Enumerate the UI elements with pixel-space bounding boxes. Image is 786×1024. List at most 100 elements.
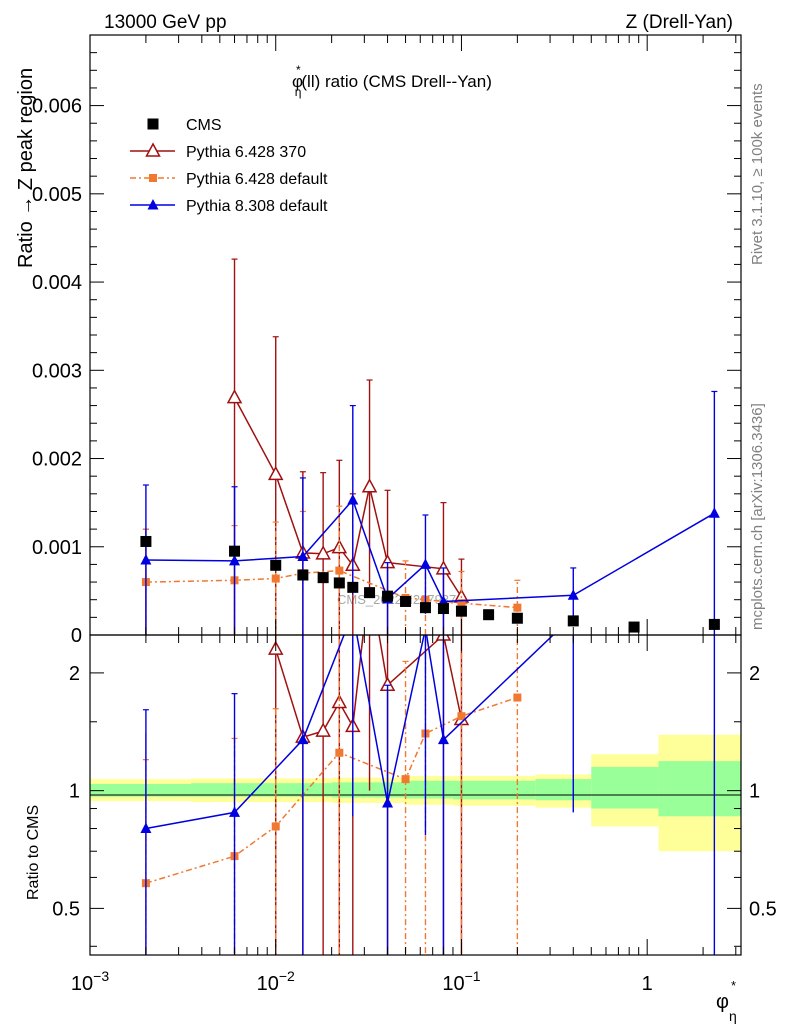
band-inner-4 xyxy=(452,780,536,800)
legend-marker-py8_default xyxy=(147,199,159,210)
top-ylabel: Ratio → Z peak region xyxy=(15,68,37,268)
ratio-point-py8_default-2 xyxy=(297,733,309,745)
legend-marker-cms xyxy=(147,118,159,130)
cms-point-16 xyxy=(628,621,640,633)
y-tick-label-top: 0.003 xyxy=(32,360,82,382)
mc-line-py6_default xyxy=(145,569,518,609)
title-star: * xyxy=(296,63,301,77)
y-tick-label-top: 0.001 xyxy=(32,537,82,559)
ratio-point-py8_default-4 xyxy=(382,796,394,808)
band-inner-3 xyxy=(405,780,453,799)
mc-point-py8_default-7 xyxy=(567,589,579,600)
mc-point-py8_default-8 xyxy=(708,507,720,518)
y-tick-label-bottom-right: 1 xyxy=(749,781,760,803)
cms-point-11 xyxy=(437,603,449,615)
x-tick-exponent: −2 xyxy=(279,968,295,984)
legend-label-py6_default: Pythia 6.428 default xyxy=(186,171,328,188)
mcplots-text: mcplots.cern.ch [arXiv:1306.3436] xyxy=(749,403,766,630)
ratio-point-py6_default-4 xyxy=(401,775,410,784)
xlabel-eta: η xyxy=(729,1008,737,1024)
mc-point-py6_default-2 xyxy=(271,574,280,583)
y-tick-label-bottom-left: 2 xyxy=(69,663,80,685)
y-tick-label-bottom-left: 1 xyxy=(69,781,80,803)
x-axis-label: φ* η xyxy=(716,978,737,1024)
xlabel-phi: φ xyxy=(716,991,729,1013)
x-tick-label: 10−1 xyxy=(442,968,480,995)
band-inner-7 xyxy=(658,761,741,817)
cms-point-2 xyxy=(270,559,282,571)
legend-label-py6_370: Pythia 6.428 370 xyxy=(186,144,306,161)
title-eta: η xyxy=(295,85,302,99)
axis-ticks xyxy=(89,35,741,955)
uncertainty-bands xyxy=(90,734,741,852)
band-inner-6 xyxy=(591,766,659,809)
x-tick-base: 10 xyxy=(257,973,279,995)
x-tick-base: 10 xyxy=(442,973,464,995)
ratio-line-py6_default xyxy=(145,696,518,884)
x-tick-label: 1 xyxy=(642,973,653,995)
cms-point-17 xyxy=(708,618,720,630)
cms-point-0 xyxy=(140,535,152,547)
ratio-py6_370 xyxy=(145,635,470,955)
band-inner-5 xyxy=(535,779,592,801)
legend-marker-py6_370 xyxy=(145,142,161,157)
cms-point-4 xyxy=(317,572,329,584)
mc-point-py6_370-3 xyxy=(315,545,331,560)
y-tick-label-bottom-left: 0.5 xyxy=(52,898,80,920)
ratio-point-py6_370-2 xyxy=(315,722,331,737)
cms-point-15 xyxy=(567,615,579,627)
ratio-point-py8_default-8 xyxy=(709,370,720,381)
y-tick-label-top: 0.002 xyxy=(32,449,82,471)
mc-point-py6_370-0 xyxy=(226,389,243,404)
y-tick-label-top: 0.004 xyxy=(32,272,82,294)
legend-label-py8_default: Pythia 8.308 default xyxy=(186,198,328,215)
top-panel-title: φ* η(ll) ratio (CMS Drell--Yan) xyxy=(292,63,492,99)
mc-point-py6_default-8 xyxy=(513,603,522,612)
cms-point-13 xyxy=(483,609,495,621)
mc-point-py6_370-1 xyxy=(267,465,284,481)
legend-marker-py6_default xyxy=(149,174,157,182)
ratio-point-py8_default-1 xyxy=(229,806,241,817)
cms-point-14 xyxy=(511,612,523,624)
cms-point-1 xyxy=(229,545,241,557)
title-rest: (ll) ratio (CMS Drell--Yan) xyxy=(301,72,491,91)
y-tick-label-top: 0.006 xyxy=(32,96,82,118)
rivet-version-text: Rivet 3.1.10, ≥ 100k events xyxy=(749,83,766,265)
mc-point-py8_default-2 xyxy=(297,550,309,561)
xlabel-star: * xyxy=(731,978,736,993)
cms-point-9 xyxy=(400,595,412,607)
cms-point-12 xyxy=(455,605,467,617)
band-inner-1 xyxy=(191,783,332,797)
mc-line-py6_370 xyxy=(233,397,463,598)
ratio-point-py6_370-3 xyxy=(331,693,348,709)
cms-point-3 xyxy=(297,569,309,581)
y-tick-label-top: 0.005 xyxy=(32,184,82,206)
title-phi: φ xyxy=(292,72,303,91)
bottom-ylabel: Ratio to CMS xyxy=(25,805,42,900)
legend: CMS Pythia 6.428 370 Pythia 6.428 default P… xyxy=(130,117,328,215)
mc-point-py6_default-4 xyxy=(335,566,344,575)
mc-series xyxy=(140,258,720,635)
ratio-point-py8_default-6 xyxy=(437,733,449,745)
y-tick-label-bottom-right: 0.5 xyxy=(749,898,777,920)
x-tick-base: 10 xyxy=(71,973,93,995)
ratio-point-py6_default-7 xyxy=(513,693,522,702)
mc-point-py8_default-3 xyxy=(347,494,359,505)
ratio-point-py6_default-6 xyxy=(457,712,466,721)
legend-label-cms: CMS xyxy=(186,117,222,134)
x-tick-exponent: −3 xyxy=(93,968,109,984)
x-tick-exponent: −1 xyxy=(465,968,481,984)
cms-point-10 xyxy=(419,602,431,614)
mc-point-py6_default-7 xyxy=(457,599,466,608)
cms-point-8 xyxy=(382,590,394,602)
header-right: Z (Drell-Yan) xyxy=(626,12,733,33)
x-tick-label: 10−3 xyxy=(71,968,109,995)
ratio-point-py6_default-2 xyxy=(271,822,280,831)
ratio-point-py8_default-0 xyxy=(140,822,152,834)
cms-data-points xyxy=(140,535,720,633)
mc-point-py8_default-0 xyxy=(140,554,152,565)
cms-point-7 xyxy=(364,587,376,599)
band-inner-0 xyxy=(90,783,192,797)
cms-point-5 xyxy=(333,577,345,589)
